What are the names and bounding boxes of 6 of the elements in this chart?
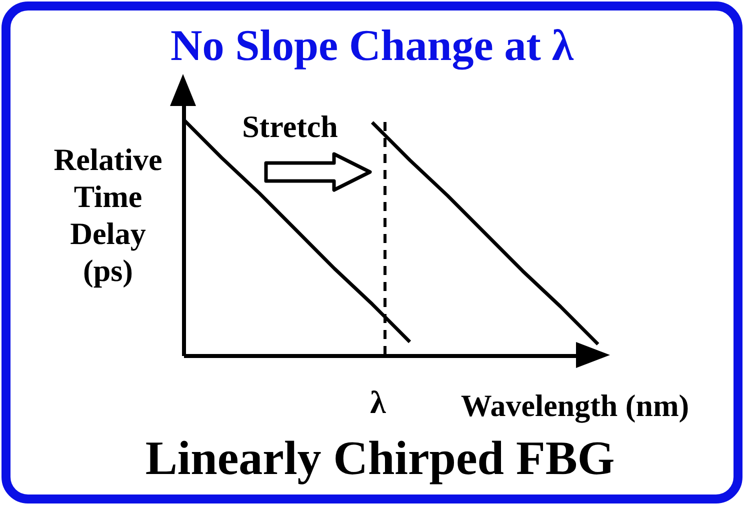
text: Linearly Chirped FBG: [145, 432, 615, 485]
chart-title: No Slope Change at λ: [170, 21, 574, 70]
text: λ: [370, 384, 386, 420]
x-axis-title: Wavelength (nm): [460, 388, 690, 423]
y-axis-title: Relative Time Delay (ps): [54, 142, 162, 288]
annotation: Stretch: [242, 109, 338, 144]
